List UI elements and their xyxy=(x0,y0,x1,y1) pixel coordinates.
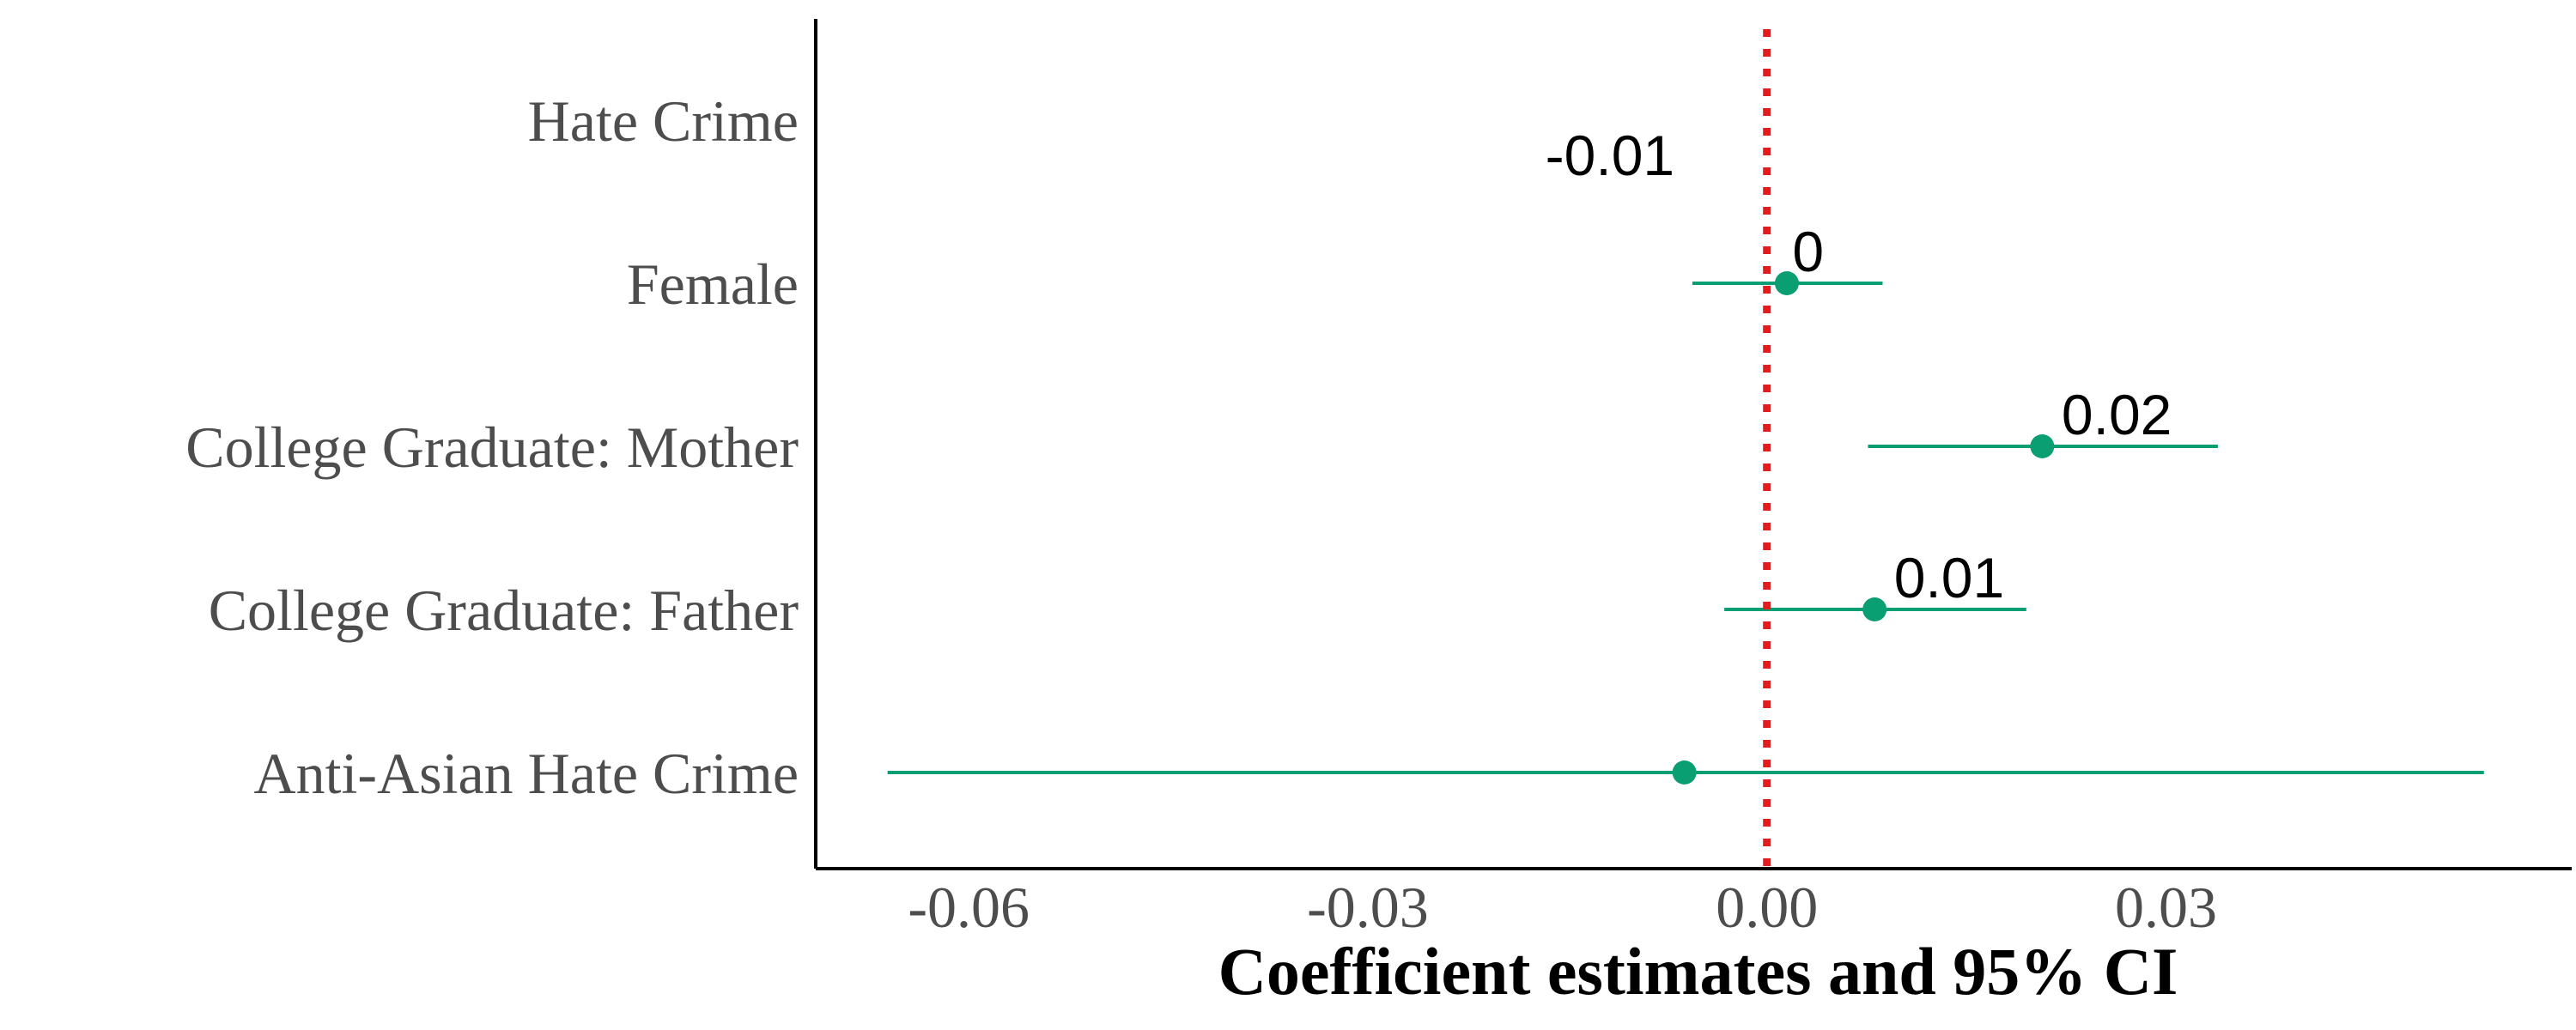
x-tick-label: 0.00 xyxy=(1716,875,1818,940)
estimate-point xyxy=(1862,597,1887,621)
x-axis-ticks: -0.06 -0.03 0.00 0.03 xyxy=(908,875,2217,940)
value-label: 0.02 xyxy=(2062,383,2172,446)
category-label: College Graduate: Father xyxy=(209,578,799,643)
value-label: 0.01 xyxy=(1894,546,2004,609)
confidence-intervals xyxy=(887,282,2484,774)
estimate-points xyxy=(1672,271,2055,785)
estimate-point xyxy=(1774,271,1799,295)
x-axis-title: Coefficient estimates and 95% CI xyxy=(1218,934,2178,1009)
estimate-point xyxy=(2030,434,2055,458)
value-label: 0 xyxy=(1792,220,1824,283)
category-label: Hate Crime xyxy=(528,88,799,154)
estimate-point xyxy=(1672,760,1697,785)
x-tick-label: 0.03 xyxy=(2115,875,2217,940)
x-tick-label: -0.06 xyxy=(908,875,1030,940)
x-tick-label: -0.03 xyxy=(1307,875,1429,940)
category-label: College Graduate: Mother xyxy=(185,415,799,480)
category-label: Female xyxy=(627,251,799,317)
value-labels: -0.01 0 0.02 0.01 xyxy=(1546,124,2172,609)
y-axis-labels: Hate Crime Female College Graduate: Mother… xyxy=(185,88,799,806)
category-label: Anti-Asian Hate Crime xyxy=(253,741,799,806)
value-label: -0.01 xyxy=(1546,124,1674,187)
